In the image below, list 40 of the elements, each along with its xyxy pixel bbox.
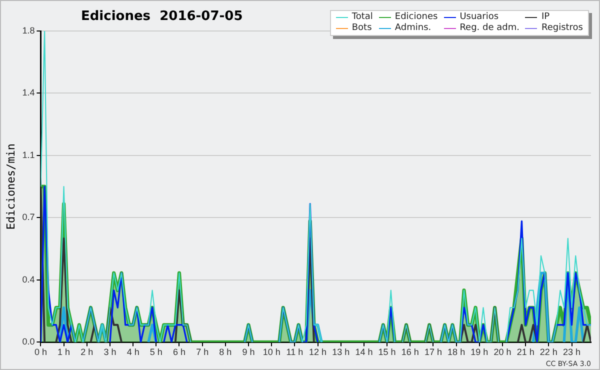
- legend-label: Bots: [350, 23, 373, 34]
- legend-label: Reg. de adm.: [458, 23, 520, 34]
- y-tick-label: 1.1: [22, 150, 35, 160]
- chart-title: Ediciones 2016-07-05: [81, 9, 243, 24]
- y-tick-label: 1.8: [22, 25, 35, 36]
- x-tick-label: 18 h: [448, 347, 466, 358]
- x-tick-label: 22 h: [540, 347, 558, 358]
- x-tick-label: 6 h: [172, 347, 186, 358]
- legend-label: Total: [350, 12, 373, 23]
- y-tick-label: 0.0: [22, 336, 35, 347]
- legend-label: IP: [540, 12, 551, 23]
- x-tick-label: 2 h: [80, 347, 94, 358]
- legend-label: Admins.: [394, 23, 432, 34]
- x-tick-label: 8 h: [219, 347, 232, 358]
- x-tick-label: 7 h: [196, 347, 209, 358]
- x-tick-label: 5 h: [150, 347, 162, 358]
- x-tick-label: 20 h: [494, 347, 512, 358]
- x-tick-label: 11 h: [286, 347, 304, 358]
- x-tick-label: 15 h: [378, 347, 396, 358]
- x-tick-label: 17 h: [424, 347, 442, 358]
- x-tick-label: 10 h: [262, 347, 280, 358]
- x-tick-label: 1 h: [58, 347, 70, 358]
- x-tick-label: 14 h: [355, 347, 373, 358]
- legend-label: Registros: [540, 23, 583, 34]
- y-tick-label: 0.4: [22, 274, 35, 284]
- legend-label: Ediciones: [394, 12, 438, 23]
- x-tick-label: 4 h: [126, 347, 140, 358]
- y-axis-title: Ediciones/min: [4, 144, 18, 230]
- x-tick-label: 0 h: [34, 347, 47, 358]
- x-tick-label: 19 h: [470, 347, 488, 358]
- x-tick-label: 16 h: [401, 347, 419, 358]
- y-tick-label: 1.4: [22, 88, 35, 98]
- x-tick-label: 23 h: [563, 347, 581, 358]
- x-tick-label: 12 h: [309, 347, 327, 358]
- y-tick-label: 0.7: [22, 212, 35, 222]
- x-tick-label: 21 h: [516, 347, 534, 358]
- x-tick-label: 9 h: [242, 347, 255, 358]
- x-tick-label: 13 h: [332, 347, 350, 358]
- x-tick-label: 3 h: [104, 347, 116, 358]
- legend-label: Usuarios: [458, 12, 500, 23]
